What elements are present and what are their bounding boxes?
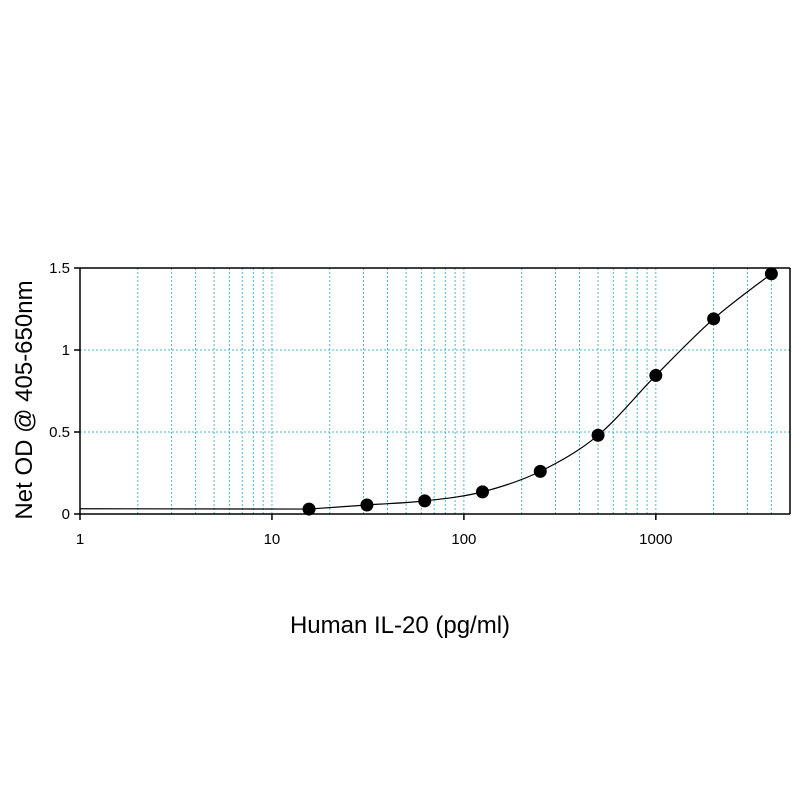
x-axis-title: Human IL-20 (pg/ml) xyxy=(290,612,510,639)
x-tick-label-2: 100 xyxy=(451,531,476,548)
data-point-7 xyxy=(707,312,721,326)
data-points xyxy=(302,267,778,516)
x-tick-label-1: 10 xyxy=(264,531,281,548)
x-tick-label-0: 1 xyxy=(76,531,84,548)
data-point-1 xyxy=(360,498,374,512)
data-point-8 xyxy=(764,267,778,281)
data-point-6 xyxy=(649,368,663,382)
data-point-2 xyxy=(418,494,432,508)
y-axis-title: Net OD @ 405-650nm xyxy=(11,280,38,519)
y-tick-label-2: 1 xyxy=(62,342,70,359)
data-point-0 xyxy=(302,502,316,516)
fit-curve-layer xyxy=(79,273,772,510)
data-point-4 xyxy=(533,464,547,478)
data-point-5 xyxy=(591,428,605,442)
ticks: 0 0.5 1 1.5 1 10 100 1000 xyxy=(49,260,672,548)
fit-curve-0 xyxy=(79,273,772,510)
x-tick-label-3: 1000 xyxy=(639,531,672,548)
grid xyxy=(80,268,791,514)
y-tick-label-1: 0.5 xyxy=(49,424,70,441)
y-tick-label-0: 0 xyxy=(62,506,70,523)
y-tick-label-3: 1.5 xyxy=(49,260,70,277)
axes xyxy=(79,267,791,515)
data-point-3 xyxy=(475,485,489,499)
